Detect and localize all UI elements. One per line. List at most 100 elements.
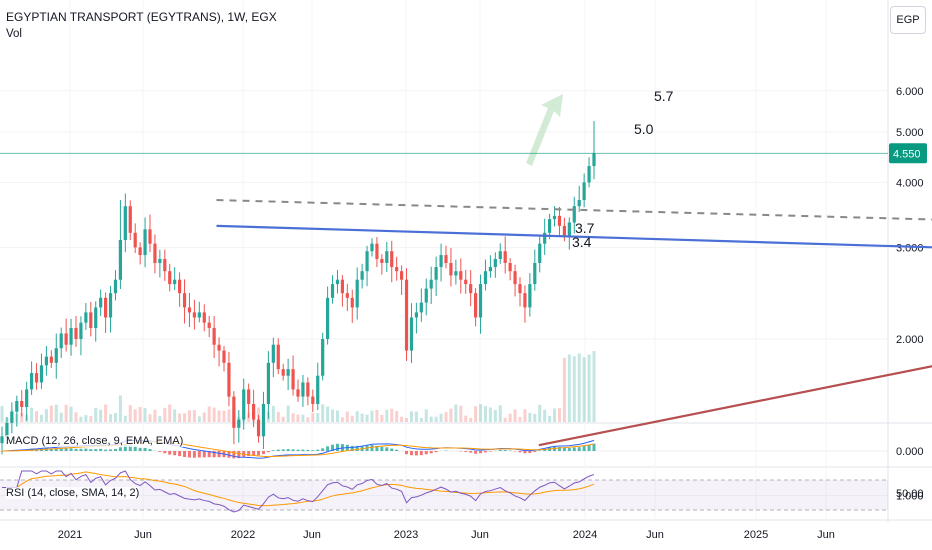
candle-body xyxy=(301,382,305,397)
time-tick-label: Jun xyxy=(817,529,835,541)
macd-hist-bar xyxy=(99,448,103,451)
macd-tick-label: 0.000 xyxy=(896,446,924,458)
candle-body xyxy=(252,403,256,420)
macd-hist-bar xyxy=(89,449,93,451)
macd-hist-bar xyxy=(528,451,532,454)
volume-bar xyxy=(158,416,162,422)
volume-bar xyxy=(138,406,142,422)
volume-bar xyxy=(104,404,108,422)
macd-hist-bar xyxy=(429,451,433,454)
volume-bar xyxy=(370,410,374,422)
price-tick-label: 3.000 xyxy=(896,242,924,254)
candle-body xyxy=(449,262,453,276)
macd-label[interactable]: MACD (12, 26, close, 9, EMA, EMA) xyxy=(6,435,184,447)
candle-body xyxy=(202,312,206,323)
volume-bar xyxy=(548,415,552,422)
currency-button[interactable]: EGP xyxy=(890,6,926,34)
candle-body xyxy=(345,293,349,298)
macd-hist-bar xyxy=(335,443,339,451)
macd-hist-bar xyxy=(158,451,162,452)
macd-hist-bar xyxy=(306,449,310,451)
volume-bar xyxy=(118,395,122,422)
candle-body xyxy=(434,267,438,280)
volume-bar xyxy=(395,411,399,422)
candle-body xyxy=(335,279,340,285)
volume-bar xyxy=(582,357,586,422)
candle-body xyxy=(276,344,280,370)
macd-hist-bar xyxy=(380,446,384,451)
volume-label: Vol xyxy=(6,28,22,40)
volume-bar xyxy=(474,406,478,422)
macd-hist-bar xyxy=(562,447,566,451)
candle-body xyxy=(59,333,63,349)
macd-hist-bar xyxy=(567,448,571,451)
candle-body xyxy=(400,271,404,280)
volume-bar xyxy=(113,413,117,422)
candle-body xyxy=(306,382,310,397)
volume-bar xyxy=(89,416,93,422)
volume-bar xyxy=(183,413,187,422)
candle-body xyxy=(286,369,290,376)
volume-bar xyxy=(163,408,167,422)
macd-hist-bar xyxy=(252,451,256,456)
rsi-line xyxy=(2,470,595,513)
volume-bar xyxy=(197,416,201,422)
volume-bar xyxy=(493,410,497,422)
candle-body xyxy=(395,267,399,272)
volume-bar xyxy=(503,417,507,422)
trendline-resistance xyxy=(216,224,932,249)
volume-bar xyxy=(257,407,261,422)
macd-hist-bar xyxy=(350,445,354,451)
candle-body xyxy=(118,239,122,280)
candle-body xyxy=(385,251,389,263)
candle-body xyxy=(459,271,463,280)
last-price-label: 4.550 xyxy=(893,148,921,160)
time-tick-label: 2025 xyxy=(744,529,768,541)
candle-body xyxy=(104,297,108,318)
candle-body xyxy=(237,419,241,428)
candle-body xyxy=(464,279,468,285)
macd-hist-bar xyxy=(557,446,561,451)
volume-bar xyxy=(227,409,231,422)
candle-body xyxy=(271,344,275,363)
volume-bar xyxy=(49,405,53,422)
rsi-band xyxy=(0,480,888,510)
volume-bar xyxy=(459,405,463,422)
volume-bar xyxy=(488,407,492,422)
candle-body xyxy=(158,258,162,263)
candle-body xyxy=(153,243,157,263)
candle-body xyxy=(548,219,552,233)
macd-hist-bar xyxy=(168,451,172,455)
macd-hist-bar xyxy=(474,451,478,454)
candle-body xyxy=(390,251,394,268)
candle-body xyxy=(414,312,418,318)
macd-hist-bar xyxy=(143,447,147,451)
volume-bar xyxy=(271,405,275,422)
candle-body xyxy=(178,279,182,294)
volume-bar xyxy=(528,412,532,422)
candle-body xyxy=(330,284,335,298)
volume-bar xyxy=(479,404,483,422)
macd-hist-bar xyxy=(183,451,187,457)
candle-body xyxy=(291,369,295,390)
candle-body xyxy=(316,375,320,404)
price-annotation: 3.4 xyxy=(572,234,592,250)
candle-body xyxy=(380,258,384,263)
candle-body xyxy=(222,350,226,363)
candle-body xyxy=(355,279,359,308)
rsi-label[interactable]: RSI (14, close, SMA, 14, 2) xyxy=(6,487,140,499)
macd-hist-bar xyxy=(217,451,221,458)
macd-hist-bar xyxy=(577,447,581,451)
candle-body xyxy=(128,206,132,233)
candle-body xyxy=(562,225,566,237)
macd-hist-bar xyxy=(281,449,285,451)
candle-body xyxy=(488,267,492,272)
volume-bar xyxy=(424,409,428,422)
macd-hist-bar xyxy=(326,446,330,451)
macd-hist-bar xyxy=(212,451,216,458)
candle-body xyxy=(133,232,137,248)
macd-hist-bar xyxy=(123,444,127,451)
price-tick-label: 6.000 xyxy=(896,86,924,98)
chart-header: EGYPTIAN TRANSPORT (EGYTRANS), 1W, EGX V… xyxy=(6,10,277,40)
